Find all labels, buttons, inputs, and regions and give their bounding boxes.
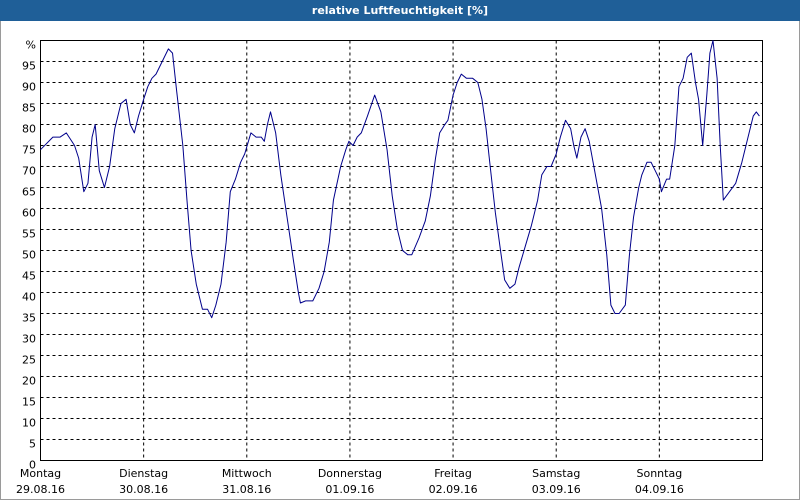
- y-tick-label: 10: [22, 417, 36, 430]
- y-tick-label: 80: [22, 123, 36, 136]
- y-tick-label: 85: [22, 102, 36, 115]
- x-tick-label: Sonntag: [637, 467, 683, 480]
- y-tick-label: 60: [22, 207, 36, 220]
- y-tick-label: 50: [22, 249, 36, 262]
- x-tick-date: 01.09.16: [325, 483, 374, 496]
- y-tick-label: 0: [29, 459, 36, 472]
- x-tick-label: Freitag: [434, 467, 472, 480]
- data-line: [40, 40, 760, 319]
- x-tick-label: Mittwoch: [222, 467, 272, 480]
- x-tick-date: 30.08.16: [119, 483, 168, 496]
- y-tick-label: 20: [22, 375, 36, 388]
- y-tick-label: 40: [22, 291, 36, 304]
- x-tick-label: Montag: [20, 467, 61, 480]
- title-bar: [0, 0, 800, 21]
- y-tick-label: 90: [22, 81, 36, 94]
- y-tick-label: 35: [22, 312, 36, 325]
- y-tick-label: %: [26, 39, 36, 52]
- x-tick-date: 04.09.16: [635, 483, 684, 496]
- x-tick-date: 03.09.16: [532, 483, 581, 496]
- y-tick-label: 45: [22, 270, 36, 283]
- y-tick-label: 95: [22, 60, 36, 73]
- y-tick-label: 15: [22, 396, 36, 409]
- x-tick-date: 02.09.16: [429, 483, 478, 496]
- x-tick-date: 31.08.16: [222, 483, 271, 496]
- y-tick-label: 55: [22, 228, 36, 241]
- y-tick-label: 70: [22, 165, 36, 178]
- y-tick-label: 5: [29, 438, 36, 451]
- y-tick-label: 75: [22, 144, 36, 157]
- x-tick-label: Donnerstag: [318, 467, 382, 480]
- x-tick-date: 29.08.16: [16, 483, 65, 496]
- chart-title: relative Luftfeuchtigkeit [%]: [312, 4, 488, 17]
- y-tick-label: 30: [22, 333, 36, 346]
- x-tick-label: Dienstag: [119, 467, 168, 480]
- y-tick-label: 25: [22, 354, 36, 367]
- x-tick-label: Samstag: [532, 467, 580, 480]
- y-tick-label: 65: [22, 186, 36, 199]
